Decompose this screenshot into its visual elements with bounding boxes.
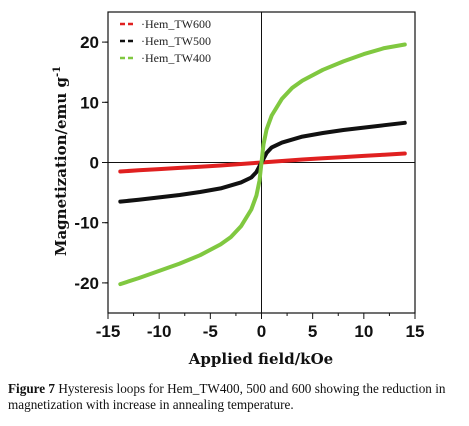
x-tick-label: 0 [257,322,266,341]
legend: ·Hem_TW600 ·Hem_TW500 ·Hem_TW400 [120,17,211,65]
series-line [118,42,407,287]
y-axis-label-superscript: -1 [52,66,63,77]
y-tick-label: 0 [90,154,99,173]
axes: -15 -10 -5 0 5 10 15 -20 -10 0 10 20 [74,11,425,341]
y-axis-label-main: Magnetization/emu g [52,76,70,256]
figure-caption: Figure 7 Hysteresis loops for Hem_TW400,… [8,381,466,413]
legend-entry: ·Hem_TW400 [141,51,211,65]
y-tick-label: -10 [74,214,99,233]
y-tick-label: -20 [74,274,99,293]
x-tick-label: -5 [203,322,218,341]
x-tick-label: 15 [406,322,425,341]
caption-text: Hysteresis loops for Hem_TW400, 500 and … [8,381,446,412]
legend-entry: ·Hem_TW600 [141,17,211,31]
series-layer [118,42,407,287]
y-axis-label: Magnetization/emu g-1 [52,66,70,256]
x-tick-label: 10 [354,322,373,341]
x-tick-label: -10 [147,322,172,341]
y-tick-label: 20 [80,33,99,52]
y-tick-label: 10 [80,93,99,112]
legend-entry: ·Hem_TW500 [141,34,211,48]
x-tick-label: -15 [96,322,121,341]
axis-labels: Applied field/kOe Magnetization/emu g-1 [52,66,333,368]
caption-label: Figure 7 [8,381,56,396]
x-tick-label: 5 [308,322,317,341]
x-axis-label: Applied field/kOe [188,350,333,368]
